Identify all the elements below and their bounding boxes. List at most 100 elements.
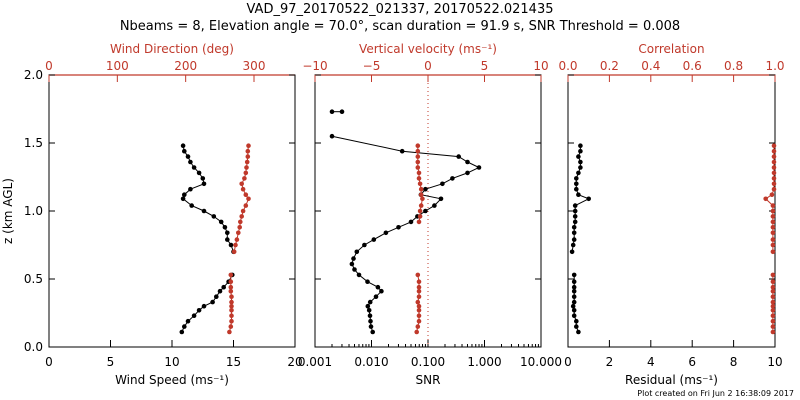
snr-panel-vertical-velocity-point [416, 170, 422, 176]
wind-panel-top-tick-label: 200 [174, 59, 197, 73]
residual-panel-correlation-point [770, 313, 776, 319]
wind-panel-wind-direction-point [229, 299, 234, 305]
residual-panel-residual-point [569, 249, 575, 255]
snr-panel-snr-point [367, 313, 373, 319]
snr-panel-top-tick-label: 5 [481, 59, 489, 73]
wind-panel-wind-speed-point [188, 186, 193, 192]
snr-panel-snr-point [396, 225, 401, 230]
wind-panel-wind-direction-point [240, 186, 246, 192]
wind-panel-wind-direction-point [243, 192, 249, 197]
residual-panel-correlation-point [771, 186, 777, 192]
wind-panel-wind-direction-point [242, 176, 247, 181]
residual-panel-residual-point [574, 324, 579, 329]
y-axis-label: z (km AGL) [1, 178, 15, 244]
snr-panel-snr-point [362, 242, 367, 248]
residual-panel-x-tick-label: 0 [564, 355, 572, 369]
snr-panel-snr-point [375, 284, 381, 290]
wind-panel-top-tick-label: 0 [45, 59, 53, 73]
wind-panel-wind-direction-point [244, 165, 249, 170]
wind-panel-wind-direction-point [244, 159, 250, 165]
y-tick-label: 2.0 [24, 68, 43, 82]
residual-panel-correlation-point [770, 203, 776, 208]
snr-panel-snr-point [365, 303, 371, 309]
snr-panel-snr-point [352, 267, 357, 272]
wind-panel-wind-direction-point [227, 329, 232, 335]
snr-panel-vertical-velocity-point [418, 203, 424, 208]
wind-panel-wind-direction-point [245, 148, 251, 154]
residual-panel-residual-point [586, 196, 591, 202]
snr-panel-snr-point [349, 261, 355, 267]
y-tick-label: 0.0 [24, 340, 43, 354]
residual-panel-residual-point [578, 165, 583, 170]
residual-panel-correlation-point [770, 284, 776, 290]
snr-panel-vertical-velocity-point [416, 176, 422, 181]
wind-panel-wind-speed-point [201, 181, 207, 187]
y-tick-label: 1.5 [24, 136, 43, 150]
snr-panel-vertical-velocity-point [415, 159, 421, 165]
wind-panel-wind-direction-point [229, 318, 234, 324]
snr-panel-snr-point [367, 299, 373, 305]
wind-panel-wind-direction-point [243, 170, 249, 176]
residual-panel-correlation-point [763, 196, 768, 202]
wind-panel-wind-direction-point [229, 294, 234, 300]
residual-panel-top-tick-label: 0.6 [683, 59, 702, 73]
wind-panel-wind-speed-point [196, 308, 202, 313]
wind-panel-wind-speed-point [222, 225, 228, 230]
residual-panel-residual-point [572, 208, 578, 214]
wind-panel-x-tick-label: 5 [107, 355, 115, 369]
snr-panel-vertical-velocity-point [416, 308, 422, 313]
snr-panel-snr-point [423, 208, 428, 214]
snr-panel-snr-point [408, 219, 414, 225]
snr-panel-vertical-velocity-point [418, 186, 424, 192]
wind-panel-wind-direction-point [238, 219, 243, 225]
snr-panel-snr-point [383, 230, 389, 236]
residual-panel-residual-point [572, 203, 578, 208]
snr-panel-x-axis-label: SNR [416, 373, 441, 387]
residual-panel-correlation-point [771, 159, 777, 165]
residual-panel-correlation-point [771, 170, 777, 176]
residual-panel-residual-point [571, 299, 577, 305]
residual-panel-correlation-point [769, 192, 775, 197]
chart-title: VAD_97_20170522_021337, 20170522.021435 [246, 2, 554, 17]
wind-panel-wind-direction-point [231, 249, 237, 255]
snr-panel-snr-point [368, 318, 373, 324]
residual-panel-residual-point [574, 318, 579, 324]
wind-panel-wind-direction-point [228, 279, 234, 285]
residual-panel-residual-point [574, 176, 579, 181]
residual-panel-correlation-point [771, 148, 777, 154]
snr-panel-vertical-velocity-point [417, 208, 423, 214]
residual-panel-top-tick-label: 1.0 [765, 59, 784, 73]
residual-panel-x-tick-label: 2 [606, 355, 614, 369]
snr-panel-snr-point [379, 288, 384, 294]
snr-panel-vertical-velocity-point [416, 313, 422, 319]
snr-panel-vertical-velocity-point [416, 303, 422, 309]
snr-panel-snr-point [465, 170, 470, 176]
snr-panel-snr-point [438, 196, 444, 202]
residual-panel-correlation-point [770, 214, 776, 219]
residual-panel-correlation-point [770, 225, 776, 230]
residual-panel-correlation-point [770, 299, 776, 305]
residual-panel-correlation-point [771, 165, 777, 170]
snr-panel-top-tick-label: 0 [424, 59, 432, 73]
snr-panel-vertical-velocity-point [415, 143, 421, 148]
residual-panel-x-axis-label: Residual (ms⁻¹) [625, 373, 718, 387]
snr-panel-x-tick-label: 0.010 [354, 355, 388, 369]
snr-panel-vertical-velocity-point [417, 181, 423, 187]
residual-panel-correlation-point [770, 242, 776, 248]
residual-panel-residual-point [572, 214, 578, 219]
snr-panel-vertical-velocity-point [418, 192, 424, 197]
wind-panel-wind-speed-point [217, 288, 223, 294]
wind-panel-wind-direction-point [237, 225, 242, 230]
wind-panel-wind-speed-point [182, 192, 187, 197]
snr-panel-vertical-velocity-point [415, 154, 421, 159]
wind-panel-wind-direction-point [239, 181, 244, 187]
wind-panel-wind-direction-point [240, 208, 246, 214]
wind-panel-top-tick-label: 300 [243, 59, 266, 73]
residual-panel-residual-point [574, 186, 579, 192]
wind-panel-wind-direction-point [228, 288, 234, 294]
residual-panel-residual-point [576, 154, 581, 159]
wind-panel-wind-direction-point [246, 143, 251, 148]
residual-panel-x-tick-label: 10 [767, 355, 782, 369]
wind-panel-wind-speed-point [210, 299, 215, 305]
residual-panel-residual-point [571, 237, 577, 242]
